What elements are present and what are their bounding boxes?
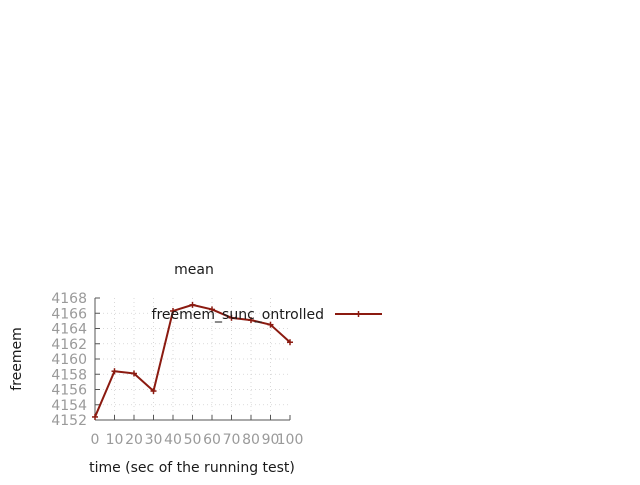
y-tick-label: 4166 [51,306,87,322]
series-layer [92,301,293,420]
data-point [150,388,157,395]
x-tick-label: 40 [164,432,182,448]
y-tick-label: 4152 [51,413,87,429]
x-tick-label: 60 [203,432,221,448]
legend-marker-plus [355,311,362,317]
legend: freemem_sunc_ontrolled [152,307,382,323]
y-tick-label: 4164 [51,322,87,338]
y-tick-label: 4168 [51,291,87,307]
grid [95,298,290,420]
data-point [111,368,118,375]
x-axis-title: time (sec of the running test) [89,460,295,476]
x-tick-label: 0 [91,432,100,448]
data-point [209,306,215,313]
ticks: 0 10 20 30 40 50 60 70 80 90100415241544156415841… [51,291,303,448]
y-tick-label: 4154 [51,398,87,414]
legend-swatch-marker [355,311,362,317]
data-point [189,301,196,308]
y-axis-title: freemem [9,327,25,391]
y-tick-label: 4162 [51,337,87,353]
x-tick-label: 30 [145,432,163,448]
x-tick-label: 70 [223,432,241,448]
data-point [131,370,137,377]
data-point [267,321,274,328]
x-tick-label: 50 [184,432,202,448]
x-tick-label: 90 [262,432,280,448]
y-tick-label: 4160 [51,352,87,368]
data-point [228,314,235,321]
chart-title: mean [174,262,214,278]
data-point [170,307,176,314]
legend-label: freemem_sunc_ontrolled [152,307,324,323]
data-point [248,317,254,324]
y-tick-label: 4158 [51,367,87,383]
x-tick-label: 10 [106,432,124,448]
x-tick-label: 80 [242,432,260,448]
x-tick-label: 100 [277,432,304,448]
x-tick-label: 20 [125,432,143,448]
y-tick-label: 4156 [51,383,87,399]
data-point [92,413,98,420]
data-point [287,339,293,346]
